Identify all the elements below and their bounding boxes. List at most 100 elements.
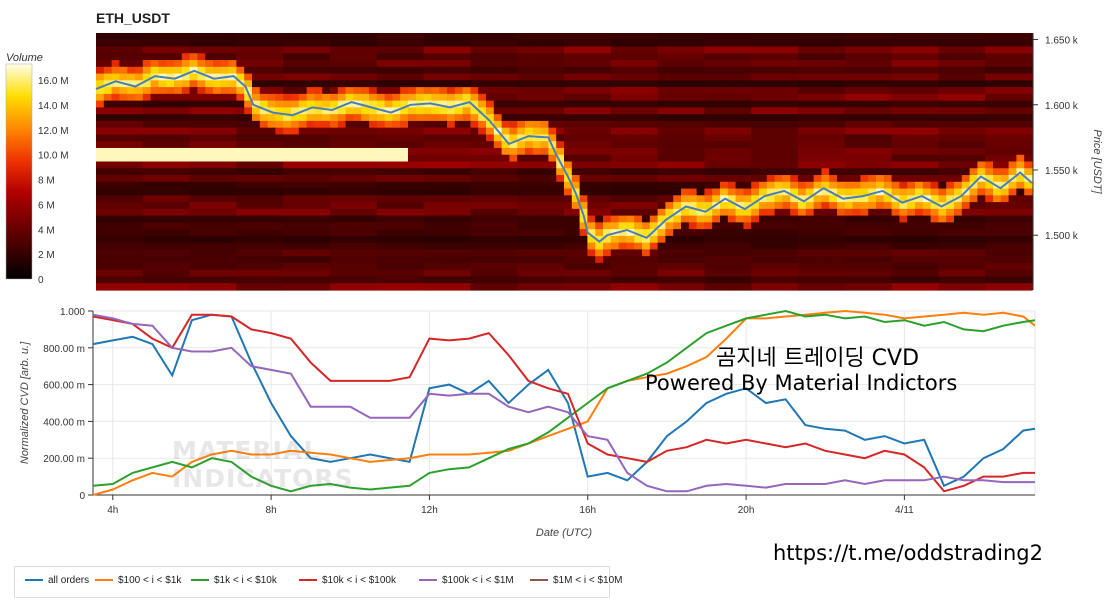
heatmap-cell (322, 269, 331, 278)
heatmap-cell (969, 276, 978, 284)
heatmap-cell (548, 127, 557, 136)
heatmap-cell (447, 195, 456, 203)
heatmap-cell (236, 33, 245, 41)
heatmap-cell (314, 114, 323, 122)
heatmap-cell (852, 242, 861, 251)
heatmap-cell (681, 53, 690, 61)
heatmap-cell (213, 242, 222, 251)
heatmap-cell (860, 46, 869, 54)
heatmap-cell (236, 229, 245, 237)
heatmap-cell (852, 107, 861, 115)
heatmap-cell (1000, 107, 1010, 115)
heatmap-cell (330, 262, 339, 271)
heatmap-cell (236, 66, 245, 75)
heatmap-cell (946, 107, 955, 115)
heatmap-cell (618, 100, 627, 108)
heatmap-cell (244, 134, 253, 142)
heatmap-cell (790, 208, 799, 217)
heatmap-cell (798, 283, 807, 291)
heatmap-cell (236, 222, 245, 230)
heatmap-cell (759, 134, 768, 142)
heatmap-cell (353, 168, 362, 176)
heatmap-cell (837, 114, 846, 122)
heatmap-cell (899, 242, 908, 251)
heatmap-cell (665, 168, 674, 176)
heatmap-cell (400, 181, 409, 190)
heatmap-cell (954, 229, 963, 237)
heatmap-cell (135, 175, 144, 183)
legend-item[interactable]: $100 < i < $1k (95, 575, 181, 586)
heatmap-cell (236, 168, 245, 176)
heatmap-cell (556, 147, 565, 156)
heatmap-cell (961, 235, 971, 244)
legend-item[interactable]: all orders (25, 575, 89, 586)
heatmap-cell (345, 93, 354, 102)
heatmap-cell (891, 100, 900, 108)
heatmap-cell (564, 127, 573, 136)
heatmap-cell (369, 66, 378, 75)
legend-item[interactable]: $1M < i < $10M (530, 575, 622, 586)
heatmap-cell (470, 283, 479, 291)
heatmap-cell (977, 127, 986, 136)
legend-item[interactable]: $10k < i < $100k (299, 575, 396, 586)
heatmap-cell (462, 87, 471, 95)
heatmap-cell (166, 114, 175, 122)
heatmap-cell (891, 242, 900, 251)
legend-item[interactable]: $1k < i < $10k (191, 575, 277, 586)
heatmap-cell (158, 222, 167, 230)
heatmap-cell (150, 202, 159, 210)
heatmap-cell (142, 256, 152, 264)
heatmap-cell (283, 222, 292, 230)
heatmap-cell (977, 87, 986, 95)
heatmap-cell (298, 87, 308, 95)
heatmap-cell (954, 73, 963, 81)
heatmap-cell (821, 262, 830, 271)
heatmap-cell (197, 120, 206, 129)
heatmap-cell (392, 215, 401, 223)
heatmap-cell (291, 188, 300, 196)
heatmap-cell (969, 39, 978, 48)
heatmap-cell (704, 283, 713, 291)
heatmap-cell (587, 256, 596, 264)
heatmap-cell (252, 127, 261, 136)
telegram-link[interactable]: https://t.me/oddstrading2 (773, 541, 1043, 565)
heatmap-cell (150, 100, 159, 108)
heatmap-cell (922, 215, 932, 223)
colorbar-tick-label: 16.0 M (38, 76, 69, 87)
heatmap-cell (938, 215, 947, 223)
heatmap-cell (704, 46, 713, 54)
legend-item[interactable]: $100k < i < $1M (419, 575, 514, 586)
heatmap-cell (766, 262, 776, 271)
heatmap-cell (96, 134, 105, 142)
heatmap-cell (837, 46, 846, 54)
heatmap-cell (330, 168, 339, 176)
heatmap-cell (322, 80, 331, 88)
heatmap-cell (103, 46, 113, 54)
heatmap-cell (298, 127, 308, 136)
heatmap-cell (486, 276, 495, 284)
heatmap-cell (213, 73, 222, 81)
heatmap-cell (883, 107, 893, 115)
heatmap-cell (618, 147, 627, 156)
heatmap-cell (259, 262, 269, 271)
heatmap-cell (790, 175, 799, 183)
heatmap-cell (1024, 80, 1033, 88)
heatmap-cell (876, 262, 885, 271)
heatmap-cell (930, 120, 939, 129)
heatmap-cell (111, 114, 120, 122)
heatmap-cell (759, 33, 768, 41)
heatmap-cell (376, 120, 386, 129)
heatmap-cell (665, 175, 674, 183)
heatmap-cell (985, 222, 994, 230)
heatmap-cell (657, 229, 666, 237)
heatmap-cell (977, 229, 986, 237)
heatmap-cell (291, 208, 300, 217)
heatmap-cell (298, 235, 308, 244)
heatmap-cell (267, 283, 276, 291)
heatmap-cell (181, 235, 191, 244)
heatmap-cell (127, 208, 136, 217)
heatmap-cell (283, 107, 292, 115)
heatmap-cell (774, 276, 783, 284)
heatmap-cell (493, 53, 503, 61)
heatmap-cell (938, 208, 947, 217)
